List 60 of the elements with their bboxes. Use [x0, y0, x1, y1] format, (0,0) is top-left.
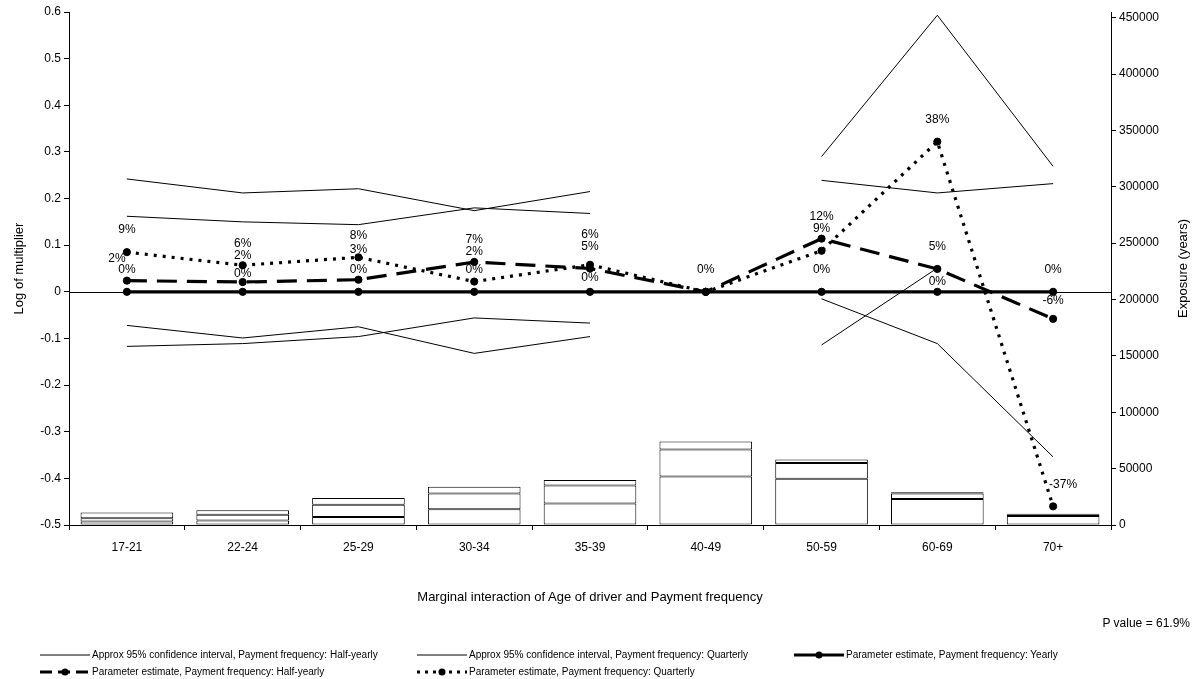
- legend-label: Approx 95% confidence interval, Payment frequency: Quarterly: [469, 649, 749, 660]
- y-tick-label: -0.2: [40, 377, 62, 392]
- x-tick-label: 35-39: [574, 539, 606, 554]
- x-tick-label: 70+: [1042, 539, 1064, 554]
- legend-label: Parameter estimate, Payment frequency: Quarterly: [469, 666, 695, 677]
- y2-tick-label: 0: [1119, 517, 1126, 532]
- y2-tick-label: 50000: [1119, 460, 1153, 475]
- y-tick-label: 0.5: [44, 50, 62, 65]
- annotation: 0%: [233, 266, 252, 281]
- annotation: 38%: [925, 111, 950, 126]
- y2-tick-label: 300000: [1119, 179, 1160, 194]
- y2-tick-label: 250000: [1119, 235, 1160, 250]
- legend-label: Parameter estimate, Payment frequency: Yearly: [846, 649, 1058, 660]
- y2-tick-label: 400000: [1119, 66, 1160, 81]
- annotation: 5%: [928, 239, 947, 254]
- x-tick-label: 40-49: [690, 539, 722, 554]
- y-tick-label: 0.6: [44, 4, 62, 19]
- annotation: 0%: [928, 274, 947, 289]
- y2-axis-title: Exposure (years): [1174, 219, 1190, 318]
- annotation: 2%: [108, 250, 126, 265]
- annotation: 0%: [697, 262, 715, 277]
- y2-tick-label: 100000: [1119, 404, 1160, 419]
- y-tick-label: 0.3: [44, 144, 62, 159]
- annotation: 0%: [1044, 262, 1063, 277]
- y-tick-label: -0.4: [40, 470, 62, 485]
- annotation: 0%: [581, 270, 599, 285]
- y2-tick-label: 450000: [1119, 9, 1160, 24]
- y2-tick-label: 350000: [1119, 122, 1160, 137]
- y-tick-label: 0.2: [44, 190, 62, 205]
- annotation: -6%: [1042, 293, 1065, 308]
- y-tick-label: -0.1: [40, 330, 62, 345]
- x-tick-label: 17-21: [111, 539, 143, 554]
- y-tick-label: 0: [54, 284, 62, 299]
- y2-tick-label: 200000: [1119, 291, 1160, 306]
- y2-tick-label: 150000: [1119, 348, 1160, 363]
- x-tick-label: 25-29: [343, 539, 375, 554]
- legend-label: Parameter estimate, Payment frequency: Half-yearly: [92, 666, 325, 677]
- y-tick-label: -0.5: [40, 517, 62, 532]
- y-tick-label: -0.3: [40, 424, 62, 439]
- annotation: 2%: [233, 248, 252, 263]
- x-tick-label: 30-34: [458, 539, 490, 554]
- annotation: 12%: [809, 208, 834, 223]
- x-tick-label: 22-24: [227, 539, 259, 554]
- y-axis-title: Log of multiplier: [11, 221, 27, 315]
- annotation: -37%: [1049, 476, 1078, 491]
- annotation: 6%: [233, 235, 252, 250]
- y-tick-label: 0.4: [44, 97, 62, 112]
- x-tick-label: 60-69: [921, 539, 953, 554]
- legend-label: Approx 95% confidence interval, Payment frequency: Half-yearly: [92, 649, 378, 660]
- x-axis-title: Marginal interaction of Age of driver and Payment frequency: [417, 588, 764, 604]
- x-tick-label: 50-59: [806, 539, 838, 554]
- annotation: 0%: [118, 262, 136, 277]
- annotation: 0%: [812, 262, 831, 277]
- annotation: 9%: [812, 221, 831, 236]
- text: P value = 61.9%: [1102, 616, 1191, 631]
- annotation: 9%: [118, 222, 136, 237]
- annotation: 8%: [349, 227, 368, 242]
- annotation: 3%: [349, 242, 368, 257]
- y-tick-label: 0.1: [44, 237, 62, 252]
- annotation: 0%: [349, 262, 368, 277]
